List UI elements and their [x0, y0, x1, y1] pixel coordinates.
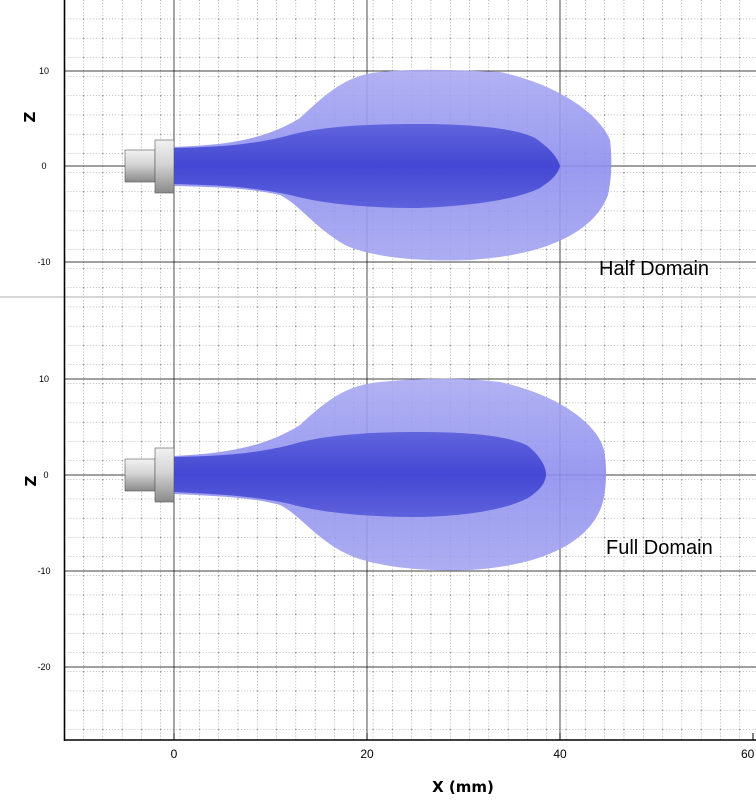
- x-tick-label: 60: [741, 747, 755, 761]
- panel-half-domain: [124, 69, 612, 261]
- panel-full-domain: [124, 378, 607, 571]
- z-tick-label: 0: [43, 470, 48, 480]
- panel-label-half: Half Domain: [599, 258, 709, 280]
- z-axis-ticks-full: 10 0 -10 -20: [37, 374, 50, 672]
- z-tick-label: -20: [37, 662, 50, 672]
- axis-frame: [63, 0, 756, 741]
- z-tick-label: -10: [37, 566, 50, 576]
- x-tick-label: 0: [171, 747, 178, 761]
- z-axis-label-half: Z: [21, 111, 39, 122]
- x-tick-label: 40: [553, 747, 567, 761]
- z-tick-label: -10: [37, 257, 50, 267]
- z-tick-label: 10: [39, 66, 49, 76]
- x-axis-ticks: [173, 733, 754, 740]
- x-tick-label: 20: [360, 747, 374, 761]
- inner-core-half: [174, 124, 560, 208]
- panel-label-full: Full Domain: [606, 537, 713, 559]
- z-axis-ticks-half: 10 0 -10: [37, 66, 50, 267]
- injector-nozzle-full: [124, 447, 175, 503]
- z-tick-label: 0: [41, 161, 46, 171]
- inner-core-full: [174, 432, 546, 517]
- x-axis-tick-labels: 0 20 40 60: [171, 747, 755, 761]
- z-axis-label-full: Z: [22, 475, 40, 486]
- injector-nozzle-half: [124, 139, 175, 194]
- z-tick-label: 10: [39, 374, 49, 384]
- x-axis-label: X (mm): [432, 778, 494, 796]
